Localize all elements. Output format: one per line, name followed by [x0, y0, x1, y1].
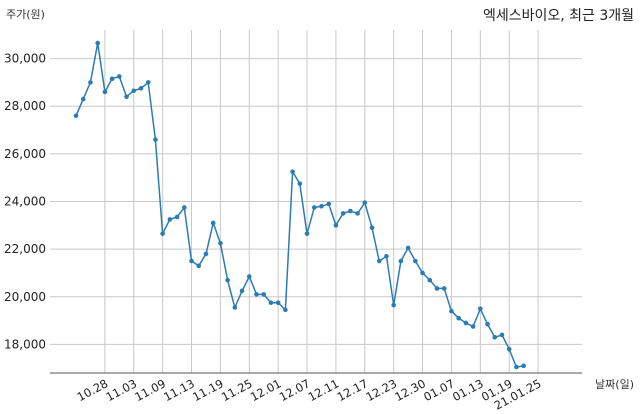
data-point	[246, 274, 252, 279]
data-point	[102, 89, 108, 95]
chart-title: 엑세스바이오, 최근 3개월	[483, 8, 634, 24]
y-tick-label: 18,000	[4, 337, 46, 351]
data-point	[355, 211, 360, 216]
data-point	[463, 320, 469, 326]
data-point	[283, 307, 288, 313]
data-point	[485, 321, 490, 327]
data-point	[80, 96, 86, 102]
data-point	[348, 208, 353, 214]
y-tick-labels: 18,000 20,000 22,000 24,000 26,000 28,000 30,0…	[4, 52, 46, 352]
data-point	[304, 231, 310, 236]
data-point	[73, 113, 79, 119]
data-point	[384, 253, 389, 259]
data-point	[478, 306, 483, 311]
data-point	[174, 214, 180, 220]
data-point	[326, 201, 332, 207]
data-point	[376, 258, 382, 264]
y-axis-label: 주가(원)	[6, 8, 45, 21]
data-point	[398, 258, 404, 264]
data-point	[160, 231, 165, 236]
data-point	[311, 205, 317, 210]
data-point	[297, 181, 303, 186]
data-point	[203, 251, 209, 257]
data-point	[196, 263, 202, 269]
data-point	[225, 277, 230, 283]
data-point	[290, 169, 295, 175]
y-tick-label: 22,000	[4, 242, 46, 256]
data-point	[362, 200, 368, 205]
data-point	[420, 270, 425, 276]
series	[73, 40, 526, 370]
data-point	[369, 225, 375, 231]
data-point	[405, 245, 411, 251]
data-point	[88, 80, 93, 85]
data-point	[239, 288, 245, 294]
data-point	[167, 217, 173, 222]
data-point	[210, 220, 216, 226]
data-point	[117, 74, 122, 79]
data-point	[218, 240, 223, 246]
data-point	[456, 315, 461, 321]
data-point	[449, 308, 454, 314]
data-point	[275, 300, 281, 306]
y-tick-label: 26,000	[4, 147, 46, 161]
y-tick-label: 28,000	[4, 99, 46, 113]
data-point	[182, 205, 187, 210]
data-point	[189, 258, 194, 264]
data-point	[109, 76, 115, 82]
data-point	[124, 94, 129, 99]
data-point	[268, 300, 274, 306]
data-point	[413, 258, 418, 264]
data-point	[340, 211, 346, 216]
y-tick-label: 24,000	[4, 195, 46, 209]
data-point	[391, 302, 396, 308]
data-point	[427, 277, 433, 283]
data-point	[153, 137, 158, 142]
data-point	[521, 363, 526, 369]
data-point	[131, 88, 137, 94]
data-point	[470, 324, 476, 329]
data-point	[145, 80, 151, 85]
x-axis-label: 날짜(일)	[595, 377, 634, 391]
y-tick-label: 20,000	[4, 290, 46, 304]
x-tick-labels: 10.2811.0311.0911.1311.1911.2512.0112.07…	[75, 376, 544, 412]
data-point	[492, 334, 498, 340]
data-point	[506, 346, 512, 352]
data-point	[232, 305, 238, 310]
data-point	[441, 286, 447, 291]
data-point	[138, 86, 144, 91]
data-point	[499, 332, 505, 338]
y-tick-label: 30,000	[4, 52, 46, 66]
data-point	[333, 223, 339, 228]
data-point	[514, 364, 519, 370]
data-point	[95, 40, 100, 46]
grid	[50, 30, 582, 373]
data-point	[434, 286, 440, 291]
data-point	[319, 203, 324, 209]
data-point	[261, 292, 267, 297]
data-point	[254, 292, 259, 297]
